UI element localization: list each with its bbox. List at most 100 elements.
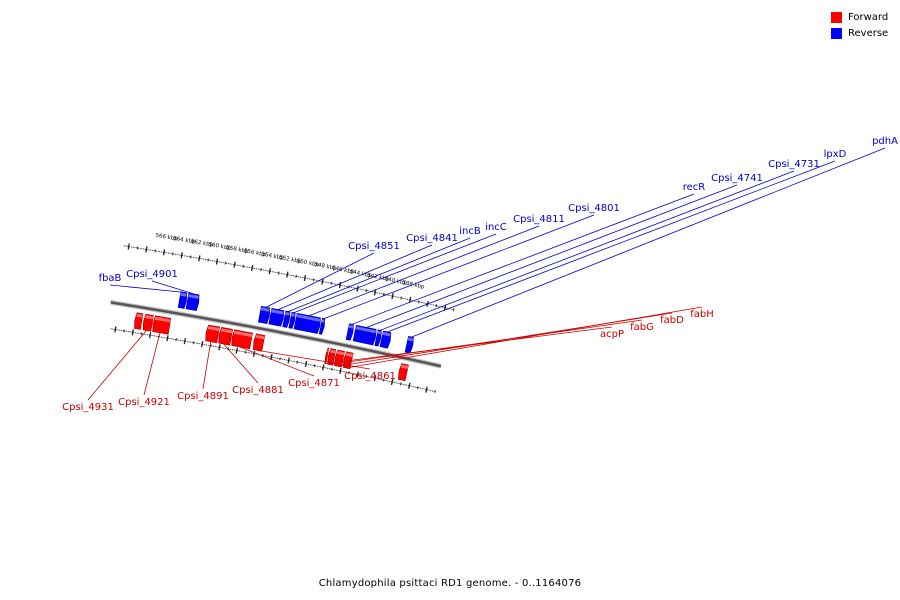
outer-scale-dot	[219, 261, 221, 263]
outer-scale-dot	[391, 295, 393, 297]
outer-scale-tick	[443, 304, 447, 311]
outer-scale-dot	[196, 257, 198, 259]
scale-label: 550 kbp	[296, 258, 320, 268]
inner-scale-dot	[423, 388, 425, 390]
inner-scale-tick	[417, 386, 419, 390]
outer-scale-dot	[324, 281, 326, 283]
inner-scale-tick	[114, 326, 117, 333]
inner-scale-dot	[301, 362, 303, 364]
outer-scale-dot	[254, 267, 256, 269]
inner-scale-dot	[339, 370, 341, 372]
outer-scale-dot	[222, 262, 224, 264]
outer-scale-dot	[130, 246, 132, 248]
inner-scale-dot	[152, 335, 154, 337]
legend-item-reverse: Reverse	[831, 25, 892, 41]
inner-scale-dot	[316, 365, 318, 367]
forward-gene-leader	[87, 330, 147, 401]
inner-scale-tick	[373, 375, 377, 382]
inner-scale-dot	[356, 373, 358, 375]
outer-scale-dot	[125, 245, 127, 247]
inner-scale-dot	[299, 362, 301, 364]
outer-scale-dot	[452, 308, 454, 310]
outer-scale-dot	[357, 288, 359, 290]
inner-scale-dot	[321, 366, 323, 368]
reverse-gene-leader	[380, 170, 795, 331]
outer-scale-tick	[391, 293, 394, 300]
inner-scale-dot	[294, 361, 296, 363]
inner-scale-dot	[352, 373, 354, 375]
inner-scale-tick	[408, 382, 411, 389]
outer-scale-dot	[328, 282, 330, 284]
inner-scale-dot	[134, 332, 136, 334]
scale-label: 566 kbp	[155, 233, 179, 243]
outer-scale-tick	[365, 288, 368, 293]
outer-scale-dot	[305, 277, 307, 279]
forward-gene-label: Cpsi_4861	[344, 371, 396, 382]
inner-scale-dot	[302, 362, 304, 364]
forward-gene-leader	[202, 341, 212, 390]
gene-shading	[154, 316, 171, 323]
inner-scale-dot	[366, 376, 368, 378]
inner-scale-dot	[214, 346, 216, 348]
outer-scale-dot	[252, 267, 254, 269]
inner-scale-dot	[430, 390, 432, 392]
outer-scale-dot	[176, 254, 178, 256]
outer-scale-dot	[159, 251, 161, 253]
outer-scale-dot	[342, 285, 344, 287]
outer-scale-dot	[436, 305, 438, 307]
outer-scale-dot	[364, 289, 366, 291]
scale-label: 546 kbp	[331, 265, 355, 275]
inner-scale-dot	[192, 342, 194, 344]
outer-scale-dot	[192, 256, 194, 258]
scale-label: 548 kbp	[314, 262, 338, 272]
gene-shading	[321, 319, 325, 323]
inner-scale-dot	[178, 339, 180, 341]
inner-scale-dot	[164, 337, 166, 339]
forward-gene-label: Cpsi_4931	[62, 402, 114, 413]
inner-scale-dot	[404, 384, 406, 386]
inner-scale-dot	[425, 388, 427, 390]
inner-scale-dot	[306, 363, 308, 365]
inner-scale-tick	[425, 386, 428, 393]
outer-scale-dot	[361, 289, 363, 291]
inner-scale-tick	[313, 364, 316, 368]
outer-scale-dot	[243, 265, 245, 267]
outer-scale-tick	[313, 278, 315, 282]
outer-scale-dot	[271, 271, 273, 273]
inner-scale-dot	[157, 336, 159, 338]
outer-scale-dot	[171, 253, 173, 255]
inner-scale-dot	[143, 333, 145, 335]
outer-scale-dot	[426, 303, 428, 305]
outer-scale-tick	[172, 252, 174, 256]
inner-scale-dot	[333, 369, 335, 371]
inner-scale-dot	[311, 364, 313, 366]
outer-scale-dot	[450, 308, 452, 310]
outer-scale-tick	[453, 308, 455, 312]
inner-scale-tick	[356, 371, 359, 378]
outer-scale-dot	[210, 259, 212, 261]
outer-scale-dot	[284, 273, 286, 275]
gene-shading	[291, 313, 295, 317]
inner-scale-dot	[392, 381, 394, 383]
outer-scale-dot	[257, 268, 259, 270]
outer-scale-tick	[198, 255, 201, 262]
gene-shading	[296, 314, 321, 322]
inner-scale-dot	[399, 383, 401, 385]
outer-scale-dot	[212, 260, 214, 262]
inner-scale-tick	[287, 357, 290, 364]
reverse-gene-label: Cpsi_4731	[768, 159, 820, 170]
inner-scale-dot	[238, 350, 240, 352]
inner-scale-dot	[276, 357, 278, 359]
inner-scale-tick	[183, 338, 187, 345]
outer-scale-dot	[282, 273, 284, 275]
inner-scale-dot	[254, 353, 256, 355]
reverse-gene-leader	[351, 193, 695, 325]
outer-scale-tick	[180, 252, 183, 259]
inner-scale-dot	[207, 344, 209, 346]
outer-scale-dot	[301, 277, 303, 279]
inner-scale-dot	[212, 345, 214, 347]
outer-scale-dot	[199, 258, 201, 260]
reverse-gene-label: lpxD	[824, 149, 847, 160]
inner-scale-dot	[320, 366, 322, 368]
